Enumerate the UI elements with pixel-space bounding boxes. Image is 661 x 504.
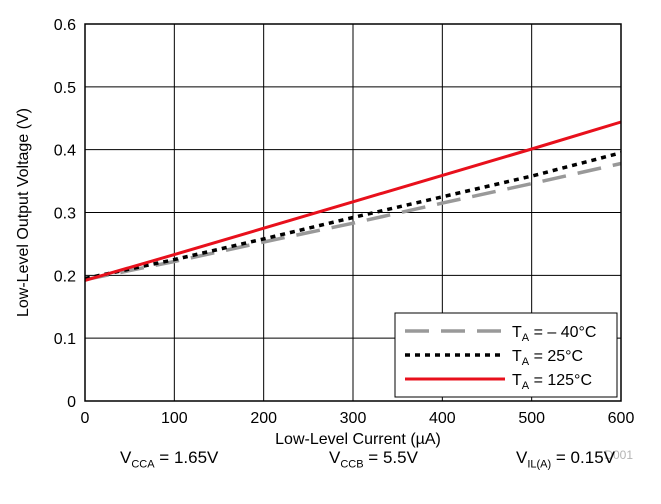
x-tick-label: 0 bbox=[81, 410, 90, 427]
series-group bbox=[84, 120, 622, 282]
x-tick-label: 500 bbox=[518, 410, 545, 427]
y-tick-label: 0.3 bbox=[54, 206, 76, 223]
legend-label-2: TA = 25°C bbox=[512, 348, 583, 368]
series-line-1 bbox=[84, 161, 622, 282]
y-tick-label: 0 bbox=[67, 394, 76, 411]
y-tick-label: 0.5 bbox=[54, 80, 76, 97]
y-tick-label: 0.1 bbox=[54, 331, 76, 348]
test-conditions: VCCA = 1.65V VCCB = 5.5V VIL(A) = 0.15V bbox=[0, 448, 661, 478]
vccb-condition: VCCB = 5.5V bbox=[329, 448, 418, 471]
series-line-2 bbox=[84, 151, 622, 281]
x-tick-label: 200 bbox=[250, 410, 277, 427]
y-tick-labels: 0 0.1 0.2 0.3 0.4 0.5 0.6 bbox=[54, 17, 76, 411]
x-tick-label: 100 bbox=[161, 410, 188, 427]
y-tick-label: 0.2 bbox=[54, 268, 76, 285]
y-tick-label: 0.6 bbox=[54, 17, 76, 34]
figure-code-label: D001 bbox=[604, 448, 633, 462]
x-axis-label: Low-Level Current (µA) bbox=[275, 431, 441, 448]
series-line-3 bbox=[84, 120, 622, 282]
legend: TA = – 40°C TA = 25°C TA = 125°C bbox=[394, 312, 618, 398]
vil-condition: VIL(A) = 0.15V bbox=[516, 448, 615, 471]
legend-label-3: TA = 125°C bbox=[512, 372, 592, 392]
x-tick-label: 400 bbox=[429, 410, 456, 427]
x-tick-label: 300 bbox=[340, 410, 367, 427]
x-tick-label: 600 bbox=[608, 410, 635, 427]
x-tick-labels: 0 100 200 300 400 500 600 bbox=[81, 410, 635, 427]
vcca-condition: VCCA = 1.65V bbox=[120, 448, 219, 471]
y-tick-label: 0.4 bbox=[54, 143, 76, 160]
legend-label-1: TA = – 40°C bbox=[512, 324, 596, 344]
legend-box bbox=[394, 312, 618, 398]
plot-frame bbox=[84, 23, 622, 402]
y-axis-label: Low-Level Output Voltage (V) bbox=[15, 108, 32, 317]
